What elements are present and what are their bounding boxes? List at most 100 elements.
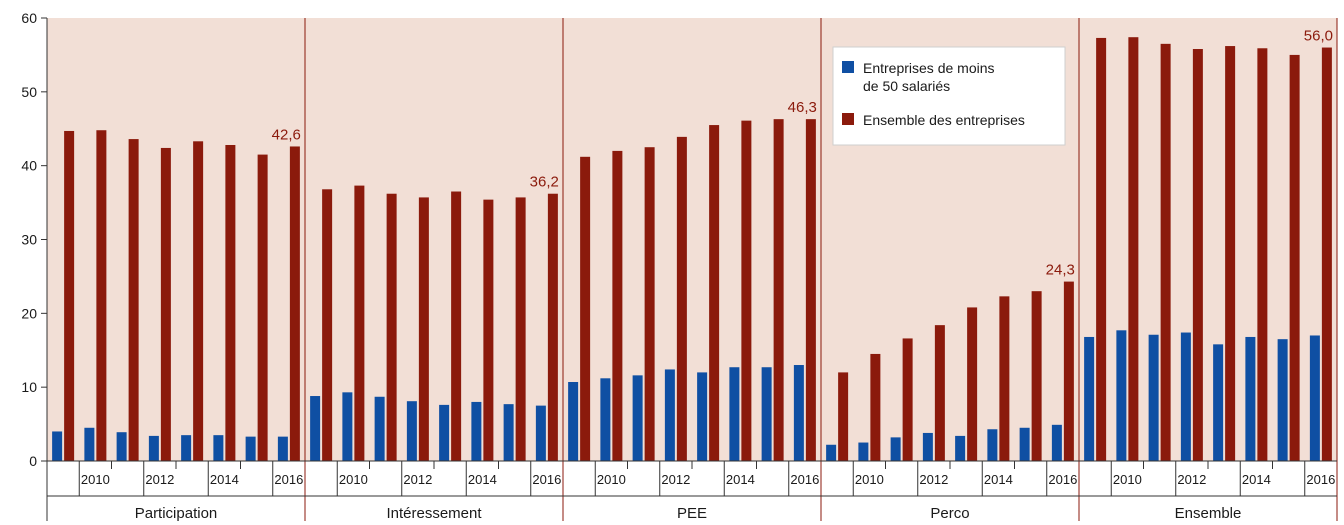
bar-all-firms-ensemble-2012: [1192, 49, 1203, 461]
bar-small-firms-pee-2013: [697, 372, 708, 461]
bar-small-firms-pee-2010: [600, 378, 611, 461]
group-label: Perco: [930, 505, 969, 522]
bar-all-firms-ensemble-2013: [1225, 46, 1236, 461]
bar-small-firms-participation-2011: [116, 432, 127, 461]
bar-small-firms-ensemble-2014: [1245, 336, 1256, 461]
y-tick-label: 60: [21, 10, 37, 26]
bar-small-firms-intressement-2010: [342, 392, 353, 461]
x-tick-label: 2016: [532, 472, 561, 487]
bar-all-firms-participation-2014: [225, 144, 236, 461]
bar-all-firms-participation-2016: [289, 146, 300, 461]
bar-small-firms-perco-2011: [890, 437, 901, 461]
data-label: 36,2: [530, 174, 559, 191]
bar-small-firms-pee-2015: [761, 367, 772, 461]
bar-all-firms-pee-2011: [644, 147, 655, 462]
bar-small-firms-pee-2011: [632, 375, 643, 461]
x-tick-label: 2014: [210, 472, 239, 487]
bar-all-firms-intressement-2009: [322, 189, 333, 461]
bar-all-firms-pee-2013: [709, 125, 720, 461]
bar-all-firms-perco-2013: [967, 307, 978, 461]
bar-small-firms-pee-2012: [664, 369, 675, 461]
bar-small-firms-participation-2013: [181, 435, 192, 461]
bar-all-firms-ensemble-2010: [1128, 37, 1139, 462]
bar-small-firms-participation-2015: [245, 436, 256, 461]
bar-all-firms-pee-2009: [580, 156, 591, 461]
bar-all-firms-intressement-2016: [547, 193, 558, 461]
x-tick-label: 2012: [403, 472, 432, 487]
bar-small-firms-pee-2009: [568, 381, 579, 461]
group-label: Intéressement: [386, 505, 482, 522]
bar-all-firms-perco-2011: [902, 338, 913, 461]
bar-small-firms-intressement-2016: [535, 405, 546, 461]
legend: Entreprises de moins de 50 salariés Ense…: [832, 46, 1066, 146]
bar-all-firms-pee-2012: [676, 136, 687, 461]
bar-small-firms-perco-2016: [1051, 424, 1062, 461]
bar-small-firms-intressement-2015: [503, 404, 514, 461]
bar-all-firms-pee-2015: [773, 119, 784, 461]
bar-all-firms-participation-2015: [257, 154, 268, 461]
bar-all-firms-ensemble-2011: [1160, 43, 1171, 461]
data-label: 42,6: [272, 126, 301, 143]
group-label: Participation: [135, 505, 218, 522]
x-tick-label: 2016: [790, 472, 819, 487]
bar-all-firms-ensemble-2015: [1289, 54, 1300, 462]
x-tick-label: 2016: [1048, 472, 1077, 487]
bar-small-firms-intressement-2011: [374, 396, 385, 461]
bars: [52, 37, 1332, 462]
bar-small-firms-ensemble-2012: [1180, 332, 1191, 461]
y-axis: 0 10 20 30 40 50 60: [21, 10, 48, 469]
y-tick-label: 30: [21, 232, 37, 248]
legend-label-small-firms-line1: Entreprises de moins: [863, 60, 995, 76]
bar-all-firms-pee-2010: [612, 150, 623, 461]
bar-all-firms-participation-2011: [128, 139, 139, 461]
bar-small-firms-pee-2014: [729, 367, 740, 461]
bar-all-firms-ensemble-2014: [1257, 48, 1268, 461]
legend-label-all-firms: Ensemble des entreprises: [863, 112, 1025, 128]
legend-label-small-firms-line2: de 50 salariés: [863, 78, 950, 94]
bar-all-firms-perco-2010: [870, 353, 881, 461]
x-tick-label: 2014: [984, 472, 1013, 487]
bar-all-firms-pee-2016: [805, 119, 816, 461]
x-tick-label: 2014: [1242, 472, 1271, 487]
plot-background: [47, 18, 1337, 461]
bar-small-firms-perco-2014: [987, 429, 998, 461]
bar-all-firms-participation-2013: [193, 141, 204, 461]
bar-small-firms-perco-2015: [1019, 427, 1030, 461]
x-axis: 2010 2012 2014 2016 Participation 2010 2012 201…: [46, 460, 1337, 522]
bar-all-firms-intressement-2010: [354, 185, 365, 461]
bar-small-firms-ensemble-2011: [1148, 334, 1159, 461]
bar-small-firms-ensemble-2009: [1084, 336, 1095, 461]
x-tick-label: 2010: [339, 472, 368, 487]
y-tick-label: 20: [21, 305, 37, 321]
x-tick-label: 2010: [855, 472, 884, 487]
legend-swatch-small-firms: [842, 61, 854, 73]
bar-all-firms-intressement-2013: [451, 191, 462, 461]
data-label: 24,3: [1046, 262, 1075, 279]
bar-small-firms-perco-2012: [922, 432, 933, 461]
bar-small-firms-ensemble-2016: [1309, 335, 1320, 461]
bar-small-firms-ensemble-2013: [1213, 344, 1224, 461]
x-tick-label: 2016: [274, 472, 303, 487]
bar-small-firms-ensemble-2010: [1116, 330, 1127, 461]
bar-small-firms-intressement-2013: [439, 404, 450, 461]
bar-small-firms-perco-2010: [858, 442, 869, 461]
data-label: 56,0: [1304, 28, 1333, 45]
bar-all-firms-participation-2009: [64, 130, 75, 461]
bar-all-firms-intressement-2012: [418, 197, 429, 462]
y-tick-label: 10: [21, 379, 37, 395]
legend-swatch-all-firms: [842, 113, 854, 125]
legend-box: [832, 46, 1066, 146]
x-tick-label: 2014: [468, 472, 497, 487]
bar-small-firms-perco-2013: [955, 435, 966, 461]
x-tick-label: 2010: [597, 472, 626, 487]
x-tick-label: 2012: [919, 472, 948, 487]
bar-all-firms-perco-2016: [1063, 281, 1074, 461]
bar-all-firms-ensemble-2009: [1096, 37, 1107, 462]
bar-all-firms-perco-2015: [1031, 291, 1042, 461]
y-tick-label: 0: [29, 453, 37, 469]
bar-small-firms-participation-2014: [213, 435, 224, 461]
bar-small-firms-intressement-2012: [406, 401, 417, 461]
bar-all-firms-intressement-2014: [483, 199, 494, 461]
bar-all-firms-pee-2014: [741, 120, 752, 462]
bar-all-firms-perco-2014: [999, 296, 1010, 461]
